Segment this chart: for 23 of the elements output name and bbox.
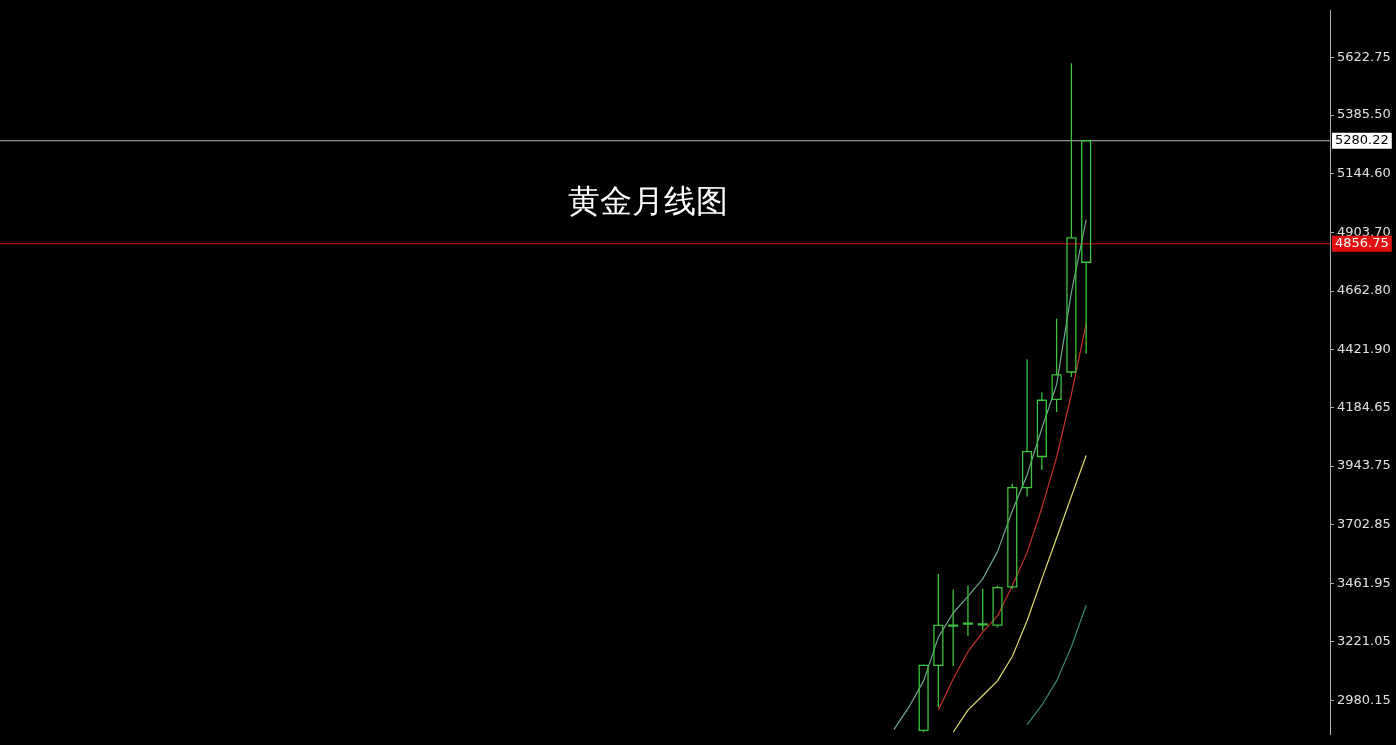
candlestick bbox=[1081, 140, 1092, 355]
candlestick bbox=[962, 585, 974, 637]
y-tick-label: 5144.60 bbox=[1337, 165, 1391, 181]
y-tick-label: 5622.75 bbox=[1337, 48, 1391, 64]
y-tick-label: 3461.95 bbox=[1337, 574, 1391, 590]
candlestick bbox=[1021, 358, 1033, 498]
y-tick-label: 5385.50 bbox=[1337, 106, 1391, 122]
candlestick bbox=[933, 573, 944, 708]
candlestick bbox=[1066, 62, 1077, 378]
ref-line-label: 5280.22 bbox=[1335, 132, 1389, 148]
candlestick bbox=[977, 587, 988, 632]
y-tick-label: 4421.90 bbox=[1337, 341, 1391, 357]
text: 黄金月线图 bbox=[567, 182, 728, 221]
y-tick-label: 3702.85 bbox=[1337, 516, 1391, 532]
ref-line-label: 4856.75 bbox=[1335, 235, 1389, 251]
y-tick-label: 4662.80 bbox=[1337, 282, 1391, 298]
candlestick bbox=[948, 588, 959, 667]
y-tick-label: 2980.15 bbox=[1337, 691, 1391, 707]
y-tick-label: 4184.65 bbox=[1337, 398, 1391, 414]
y-tick-label: 3221.05 bbox=[1337, 633, 1391, 649]
y-tick-label: 3943.75 bbox=[1337, 457, 1391, 473]
candlestick bbox=[1036, 391, 1047, 471]
candlestick bbox=[1051, 318, 1062, 413]
